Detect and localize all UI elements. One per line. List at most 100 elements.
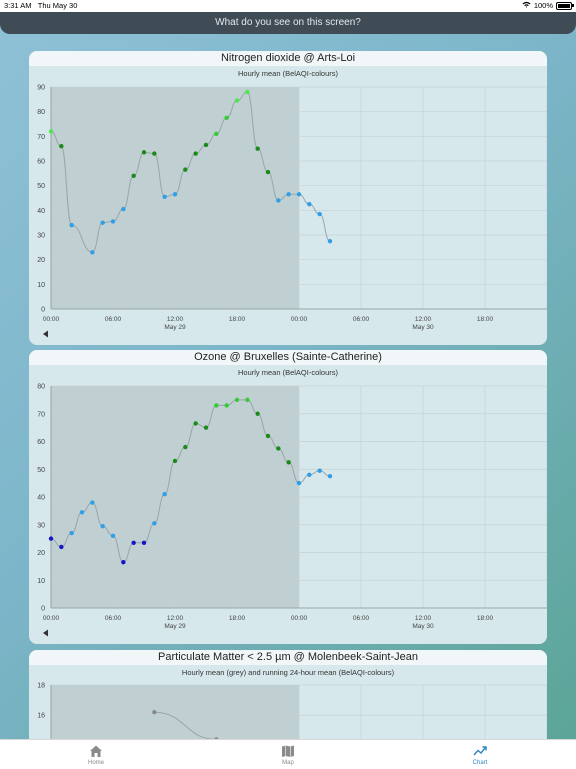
x-tick-label: 12:00 bbox=[167, 316, 184, 323]
chart-title: Ozone @ Bruxelles (Sainte-Catherine) bbox=[29, 350, 547, 365]
chart-title: Particulate Matter < 2.5 µm @ Molenbeek-… bbox=[29, 650, 547, 665]
y-tick-label: 40 bbox=[37, 208, 45, 215]
data-point bbox=[152, 151, 157, 156]
tab-chart-label: Chart bbox=[472, 760, 488, 766]
data-point bbox=[110, 533, 116, 539]
data-point bbox=[255, 411, 260, 416]
x-day-label: May 30 bbox=[412, 623, 434, 630]
x-tick-label: 00:00 bbox=[43, 615, 60, 622]
scroll-left-arrow bbox=[43, 330, 48, 338]
chart-title: Nitrogen dioxide @ Arts-Loi bbox=[29, 51, 547, 66]
data-point bbox=[110, 219, 116, 224]
x-tick-label: 00:00 bbox=[43, 316, 60, 323]
data-point bbox=[317, 211, 322, 217]
x-day-label: May 29 bbox=[164, 324, 186, 331]
status-right: 100% bbox=[522, 1, 574, 10]
data-point bbox=[59, 544, 64, 550]
chart-icon bbox=[473, 744, 487, 760]
chart-subtitle: Hourly mean (BelAQI-colours) bbox=[237, 69, 339, 78]
x-tick-label: 18:00 bbox=[477, 316, 494, 323]
data-point bbox=[296, 192, 302, 197]
y-tick-label: 70 bbox=[37, 134, 45, 141]
x-tick-label: 06:00 bbox=[353, 615, 370, 622]
data-point bbox=[48, 536, 54, 541]
y-tick-label: 90 bbox=[37, 85, 45, 92]
chart-subtitle: Hourly mean (BelAQI-colours) bbox=[237, 368, 339, 377]
data-point bbox=[224, 403, 229, 408]
data-point bbox=[162, 492, 167, 497]
data-point bbox=[183, 444, 188, 450]
y-tick-label: 50 bbox=[37, 183, 45, 190]
home-icon bbox=[89, 744, 103, 760]
data-point bbox=[131, 173, 136, 178]
chart-no2-svg[interactable]: 0 10 20 30 40 50 60 70 80 90 00:00 06:00 12:00 18:00 0… bbox=[29, 51, 547, 345]
data-point bbox=[276, 198, 281, 203]
chart-card-no2: Nitrogen dioxide @ Arts-Loi Hourly mean … bbox=[29, 51, 547, 345]
series-line bbox=[154, 711, 217, 740]
data-point bbox=[141, 150, 147, 155]
x-day-label: May 29 bbox=[164, 623, 186, 630]
data-point bbox=[69, 222, 74, 228]
data-point bbox=[152, 521, 157, 526]
data-point bbox=[183, 167, 188, 172]
data-point bbox=[214, 403, 219, 408]
x-tick-label: 00:00 bbox=[291, 615, 308, 622]
y-tick-label: 10 bbox=[37, 282, 45, 289]
x-tick-label: 12:00 bbox=[415, 316, 432, 323]
map-icon bbox=[281, 744, 295, 760]
data-point bbox=[317, 468, 322, 473]
data-point bbox=[286, 192, 291, 197]
data-point bbox=[327, 238, 333, 244]
tab-home-label: Home bbox=[87, 760, 104, 766]
screen-title: What do you see on this screen? bbox=[0, 12, 576, 34]
data-point bbox=[131, 540, 136, 545]
data-point bbox=[203, 142, 209, 148]
data-point bbox=[152, 710, 157, 715]
chart-pm25-svg[interactable]: 141618 bbox=[29, 650, 547, 750]
data-point bbox=[255, 146, 260, 151]
tab-bar: Home Map Chart bbox=[0, 739, 576, 769]
data-point bbox=[162, 194, 167, 199]
data-point bbox=[265, 433, 271, 439]
data-point bbox=[276, 446, 281, 451]
x-tick-label: 18:00 bbox=[229, 615, 246, 622]
tab-map[interactable]: Map bbox=[192, 740, 384, 769]
data-point bbox=[224, 115, 229, 121]
data-point bbox=[48, 129, 54, 134]
data-point bbox=[69, 530, 74, 536]
data-point bbox=[203, 425, 209, 430]
data-point bbox=[307, 472, 312, 477]
tab-chart[interactable]: Chart bbox=[384, 740, 576, 769]
tab-map-label: Map bbox=[282, 760, 294, 766]
data-point bbox=[286, 460, 291, 465]
y-tick-label: 60 bbox=[37, 159, 45, 166]
y-tick-label: 60 bbox=[37, 439, 45, 446]
data-point bbox=[121, 206, 126, 212]
y-tick-label: 20 bbox=[37, 550, 45, 557]
data-point bbox=[265, 169, 271, 175]
data-point bbox=[79, 510, 85, 515]
y-tick-label: 30 bbox=[37, 522, 45, 529]
y-tick-label: 0 bbox=[41, 307, 45, 314]
data-point bbox=[234, 98, 240, 103]
scroll-left-arrow bbox=[43, 629, 48, 637]
series-line bbox=[50, 399, 331, 563]
data-point bbox=[245, 89, 250, 95]
data-point bbox=[90, 500, 95, 505]
y-tick-label: 80 bbox=[37, 384, 45, 391]
data-point bbox=[90, 250, 95, 255]
data-point bbox=[59, 144, 64, 149]
status-time: 3:31 AM Thu May 30 bbox=[4, 1, 78, 10]
chart-ozone-svg[interactable]: 0 10 20 30 40 50 60 70 80 00:00 06:00 12:00 18:00 00:… bbox=[29, 350, 547, 644]
tab-home[interactable]: Home bbox=[0, 740, 192, 769]
data-point bbox=[307, 201, 312, 207]
chart-card-ozone: Ozone @ Bruxelles (Sainte-Catherine) Hou… bbox=[29, 350, 547, 644]
data-point bbox=[327, 473, 333, 479]
data-point bbox=[193, 421, 198, 426]
y-tick-label: 40 bbox=[37, 495, 45, 502]
x-tick-label: 18:00 bbox=[477, 615, 494, 622]
x-tick-label: 00:00 bbox=[291, 316, 308, 323]
chart-card-pm25: Particulate Matter < 2.5 µm @ Molenbeek-… bbox=[29, 650, 547, 750]
data-point bbox=[100, 220, 105, 225]
x-day-label: May 30 bbox=[412, 324, 434, 331]
